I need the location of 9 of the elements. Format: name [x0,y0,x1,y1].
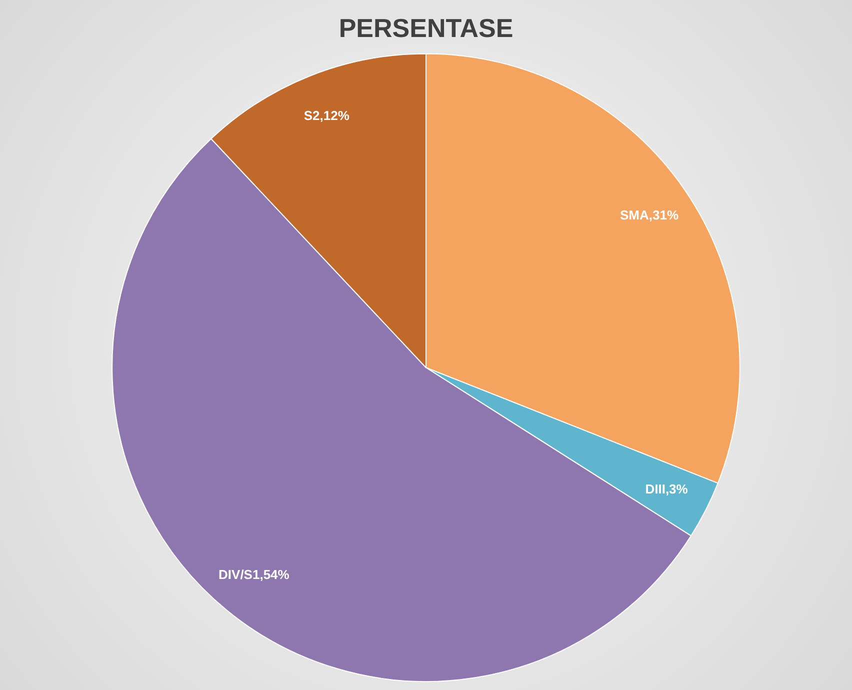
data-label: ,3% [665,482,688,497]
data-label: ,31% [648,207,679,222]
data-label: ,54% [260,567,290,582]
slice-label: SMA [620,207,650,222]
slice-label: S2 [304,108,320,124]
chart-title: PERSENTASE [338,12,514,43]
slice-label: DIV/S1 [218,567,260,582]
slice-label: DIII [645,482,666,497]
data-label: ,12% [320,108,350,124]
